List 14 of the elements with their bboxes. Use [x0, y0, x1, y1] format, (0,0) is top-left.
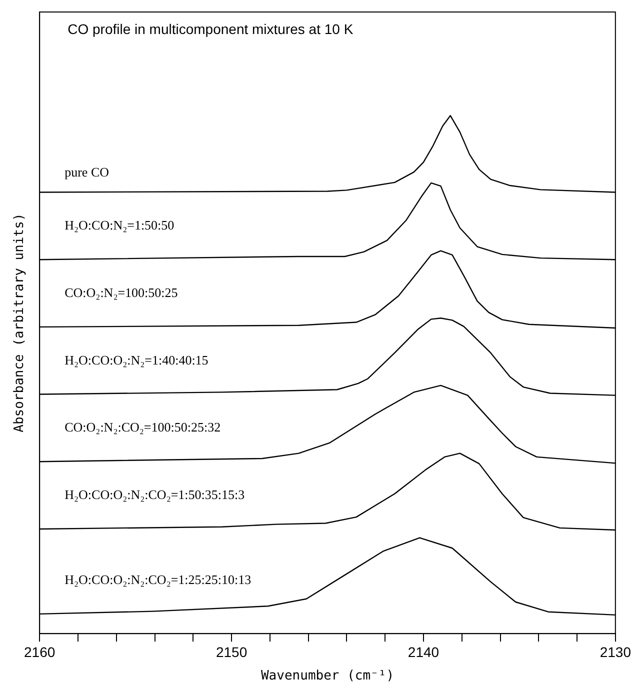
x-axis-title: Wavenumber (cm⁻¹): [260, 668, 394, 684]
series-label: H₂O:CO:O₂:N₂:CO₂=1:50:35:15:3: [64, 486, 245, 502]
x-tick-label: 2130: [600, 644, 632, 660]
x-tick-label: 2150: [216, 644, 248, 660]
y-axis-title: Absorbance (arbitrary units): [12, 213, 28, 432]
series-label: H₂O:CO:O₂:N₂:CO₂=1:25:25:10:13: [64, 572, 252, 587]
chart-title: CO profile in multicomponent mixtures at 10 K: [68, 21, 354, 37]
text: CO:O₂:N₂=100:50:25: [64, 284, 178, 300]
x-tick-label: 2160: [24, 644, 56, 660]
series-label: pure CO: [64, 164, 110, 180]
series-label: CO:O₂:N₂:CO₂=100:50:25:32: [64, 420, 221, 435]
series-label: H₂O:CO:N₂=1:50:50: [64, 218, 174, 233]
series-label: H₂O:CO:O₂:N₂=1:40:40:15: [64, 352, 208, 368]
x-tick-label: 2140: [408, 644, 440, 660]
